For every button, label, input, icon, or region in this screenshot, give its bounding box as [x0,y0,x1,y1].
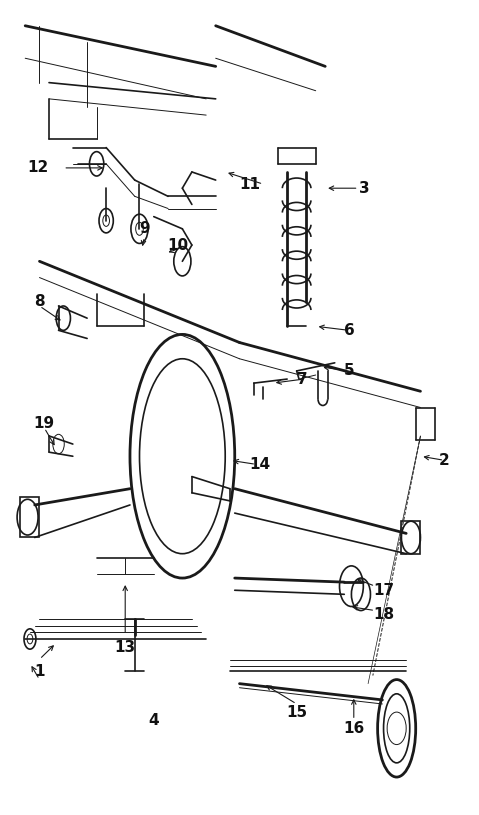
Text: 19: 19 [34,416,55,431]
Text: 2: 2 [439,453,450,468]
Text: 5: 5 [344,363,355,378]
Text: 18: 18 [373,607,394,622]
Text: 1: 1 [34,664,45,679]
Text: 14: 14 [249,457,270,472]
Text: 12: 12 [28,161,49,175]
Text: 11: 11 [240,177,261,192]
Bar [21,497,39,537]
Text: 3: 3 [359,181,369,196]
Text: 17: 17 [373,583,394,597]
Text: 13: 13 [114,640,136,654]
Bar [401,522,421,553]
Text: 6: 6 [344,323,355,338]
Text: 16: 16 [343,720,365,736]
Text: 10: 10 [167,237,188,253]
Text: 15: 15 [286,705,307,720]
Text: 4: 4 [148,712,159,728]
Text: 8: 8 [34,294,45,310]
Text: 9: 9 [139,222,149,236]
Text: 7: 7 [297,372,307,386]
